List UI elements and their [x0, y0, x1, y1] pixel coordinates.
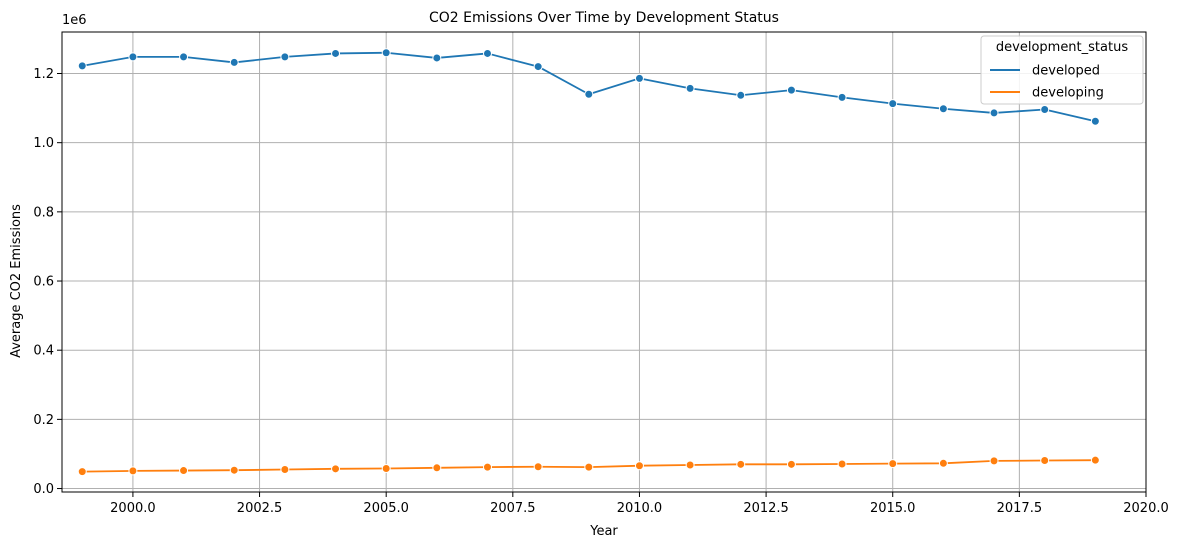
y-tick-label: 0.2 [33, 413, 54, 428]
data-point-developing [1090, 455, 1100, 465]
data-point-developing [179, 466, 189, 476]
x-tick-label: 2007.5 [490, 501, 536, 516]
data-point-developed [584, 89, 594, 99]
data-point-developed [888, 99, 898, 109]
y-axis-offset-label: 1e6 [62, 13, 87, 28]
data-point-developed [381, 48, 391, 58]
data-point-developing [331, 464, 341, 474]
x-tick-label: 2015.0 [870, 501, 916, 516]
x-tick-label: 2002.5 [237, 501, 283, 516]
data-point-developing [685, 460, 695, 470]
data-point-developed [533, 62, 543, 72]
y-tick-label: 0.0 [33, 482, 54, 497]
data-point-developing [786, 459, 796, 469]
data-point-developed [837, 92, 847, 102]
y-tick-label: 1.2 [33, 67, 54, 82]
data-point-developing [533, 462, 543, 472]
data-point-developed [229, 57, 239, 67]
data-point-developing [837, 459, 847, 469]
x-tick-label: 2000.0 [110, 501, 156, 516]
data-point-developed [482, 48, 492, 58]
data-point-developed [128, 52, 138, 62]
x-tick-label: 2020.0 [1123, 501, 1169, 516]
legend-items: developed developing [990, 64, 1104, 101]
legend: development_status developed developing [980, 35, 1144, 105]
chart-title: CO2 Emissions Over Time by Development S… [429, 10, 779, 26]
y-tick-label: 0.6 [33, 275, 54, 290]
data-point-developing [888, 459, 898, 469]
data-point-developed [685, 83, 695, 93]
data-point-developed [1040, 104, 1050, 114]
axis-ticks: 2000.0 2002.5 2005.0 2007.5 2010.0 2012.5 2015… [33, 67, 1168, 516]
data-point-developing [938, 458, 948, 468]
data-point-developing [482, 462, 492, 472]
data-point-developed [432, 53, 442, 63]
y-tick-label: 0.4 [33, 344, 54, 359]
data-point-developed [1090, 116, 1100, 126]
data-point-developed [331, 48, 341, 58]
y-tick-label: 0.8 [33, 205, 54, 220]
data-point-developing [77, 467, 87, 477]
legend-label-developed: developed [1032, 64, 1100, 79]
x-tick-label: 2012.5 [743, 501, 789, 516]
data-point-developing [432, 463, 442, 473]
plot-area-frame [61, 31, 1147, 493]
data-point-developing [1040, 456, 1050, 466]
data-point-developed [786, 85, 796, 95]
data-point-developed [179, 52, 189, 62]
data-point-developed [736, 90, 746, 100]
data-point-developing [229, 465, 239, 475]
x-tick-label: 2005.0 [363, 501, 409, 516]
y-axis-label: Average CO2 Emissions [9, 204, 24, 358]
grid-lines [62, 32, 1147, 492]
data-point-developing [989, 456, 999, 466]
legend-title: development_status [996, 40, 1128, 55]
data-point-developing [634, 461, 644, 471]
data-point-developing [381, 463, 391, 473]
series-layer [77, 48, 1100, 477]
legend-label-developing: developing [1032, 86, 1104, 101]
data-point-developing [584, 462, 594, 472]
legend-box [980, 35, 1144, 105]
x-tick-label: 2010.0 [617, 501, 663, 516]
x-axis-label: Year [589, 524, 618, 539]
x-tick-label: 2017.5 [997, 501, 1043, 516]
data-point-developing [280, 465, 290, 475]
data-point-developing [128, 466, 138, 476]
data-point-developed [77, 61, 87, 71]
y-tick-label: 1.0 [33, 136, 54, 151]
data-point-developed [938, 104, 948, 114]
data-point-developing [736, 459, 746, 469]
data-point-developed [634, 73, 644, 83]
data-point-developed [989, 108, 999, 118]
data-point-developed [280, 52, 290, 62]
